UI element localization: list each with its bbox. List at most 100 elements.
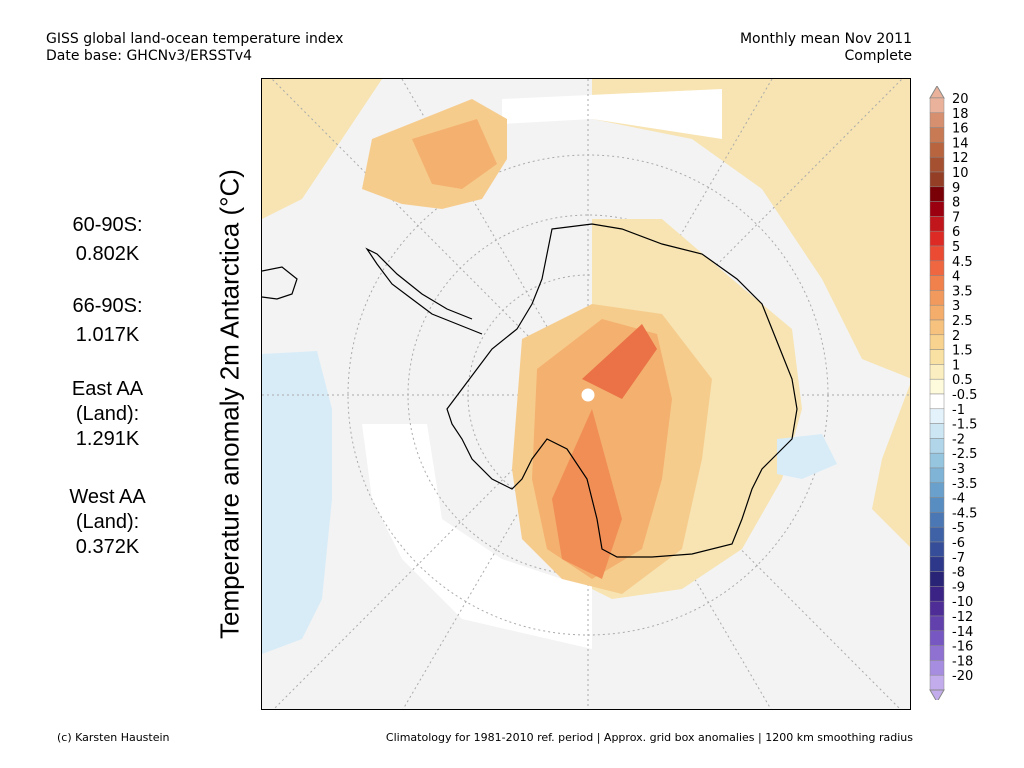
- y-axis-label: Temperature anomaly 2m Antarctica (°C): [214, 169, 245, 639]
- colorbar-label: 3.5: [952, 284, 973, 299]
- colorbar-label: -4.5: [952, 506, 977, 521]
- colorbar-label: -3.5: [952, 477, 977, 492]
- colorbar-swatch: [929, 156, 945, 173]
- stat-label: 60-90S:: [72, 214, 143, 236]
- colorbar-label: -6: [952, 536, 965, 551]
- stat-value: 0.802K: [75, 243, 140, 265]
- antarctica-coastline: [446, 223, 798, 558]
- stat-east-aa: East AA (Land): 1.291K: [45, 377, 170, 452]
- colorbar-label: -12: [952, 610, 973, 625]
- colorbar-swatch: [929, 186, 945, 202]
- colorbar-label: 18: [952, 107, 969, 122]
- colorbar-swatch: [929, 319, 945, 336]
- colorbar-swatch: [929, 245, 945, 262]
- anomaly-hot-peninsula-ocean: [412, 119, 497, 189]
- colorbar-swatch: [929, 630, 945, 646]
- colorbar-label: -2.5: [952, 447, 977, 462]
- colorbar-label: 4.5: [952, 255, 973, 270]
- anomaly-core-hot: [582, 324, 657, 399]
- south-america-coastline: [262, 266, 298, 300]
- status-label: Complete: [844, 48, 912, 64]
- colorbar-label: 3: [952, 299, 960, 314]
- colorbar-swatch: [929, 393, 945, 410]
- colorbar-swatch: [929, 112, 945, 128]
- stat-value: 1.291K: [75, 428, 140, 450]
- colorbar-swatch: [929, 275, 945, 291]
- colorbar-swatch: [929, 364, 945, 380]
- colorbar-swatch: [929, 97, 945, 114]
- colorbar-label: -18: [952, 654, 973, 669]
- colorbar-top-arrow: [929, 85, 945, 99]
- colorbar-swatch: [929, 378, 945, 395]
- colorbar-bottom-arrow: [929, 689, 945, 703]
- colorbar-swatch: [929, 201, 945, 217]
- colorbar-swatch: [929, 290, 945, 306]
- colorbar-swatch: [929, 586, 945, 602]
- antarctic-peninsula-coastline: [365, 247, 483, 335]
- south-pole-marker: [581, 388, 595, 402]
- colorbar-label: 2.5: [952, 314, 973, 329]
- colorbar-label: 1.5: [952, 344, 973, 359]
- missing-data-north: [502, 89, 722, 139]
- colorbar-label: -7: [952, 551, 965, 566]
- colorbar-swatch: [929, 660, 945, 676]
- colorbar-label: -8: [952, 566, 965, 581]
- colorbar-label: 6: [952, 225, 960, 240]
- credit-text: (c) Karsten Haustein: [57, 731, 170, 744]
- colorbar-label: -14: [952, 625, 973, 640]
- colorbar-label: 7: [952, 210, 960, 225]
- database-label: Date base: GHCNv3/ERSSTv4: [46, 48, 253, 64]
- colorbar-swatch: [929, 230, 945, 247]
- colorbar-label: 4: [952, 270, 960, 285]
- colorbar-swatch: [929, 497, 945, 513]
- colorbar-label: 8: [952, 196, 960, 211]
- colorbar-swatch: [929, 645, 945, 661]
- stat-label: East AA: [71, 378, 144, 400]
- stat-value: 1.017K: [75, 324, 140, 346]
- colorbar-swatch: [929, 526, 945, 543]
- colorbar-label: 9: [952, 181, 960, 196]
- colorbar-legend: 20 18 16 14 12 10 9 8 7 6 5 4.5 4 3.5 3 2.5 2 1.5 1 0.5 -0.5…: [928, 85, 1024, 703]
- missing-data-southwest: [362, 424, 592, 649]
- stat-60-90s: 60-90S: 0.802K: [45, 213, 170, 267]
- colorbar-swatch: [929, 452, 945, 469]
- map-header-right: Monthly mean Nov 2011 Complete: [740, 31, 912, 65]
- colorbar-swatch: [929, 260, 945, 276]
- colorbar-swatch: [929, 482, 945, 498]
- anomaly-right-edge: [872, 384, 910, 547]
- colorbar-label: 10: [952, 166, 969, 181]
- period-label: Monthly mean Nov 2011: [739, 31, 912, 47]
- colorbar-label: 5: [952, 240, 960, 255]
- colorbar-label: 20: [952, 92, 969, 107]
- anomaly-cool-west: [262, 351, 332, 654]
- antarctica-anomaly-map: [261, 78, 911, 710]
- stat-label-2: (Land):: [75, 511, 140, 533]
- colorbar-swatch: [929, 541, 945, 558]
- colorbar-swatch: [929, 674, 945, 691]
- colorbar-label: -10: [952, 595, 973, 610]
- colorbar-label: -1: [952, 403, 965, 418]
- colorbar-swatch: [929, 127, 945, 143]
- colorbar-swatch: [929, 142, 945, 158]
- stat-west-aa: West AA (Land): 0.372K: [45, 485, 170, 560]
- stat-value: 0.372K: [75, 536, 140, 558]
- stat-label: 66-90S:: [72, 295, 143, 317]
- colorbar-swatch: [929, 304, 945, 321]
- anomaly-top-left: [262, 79, 382, 219]
- colorbar-swatch: [929, 408, 945, 424]
- colorbar-swatch: [929, 571, 945, 587]
- colorbar-swatch: [929, 349, 945, 365]
- colorbar-swatch: [929, 467, 945, 484]
- stat-label-2: (Land):: [75, 403, 140, 425]
- colorbar-label: -3: [952, 462, 965, 477]
- colorbar-label: 16: [952, 122, 969, 137]
- map-header-left: GISS global land-ocean temperature index…: [46, 31, 343, 65]
- colorbar-swatch: [929, 334, 945, 350]
- colorbar-swatch: [929, 423, 945, 439]
- colorbar-label: -2: [952, 432, 965, 447]
- colorbar-swatch: [929, 600, 945, 617]
- colorbar-swatch: [929, 615, 945, 632]
- anomaly-sector-hot: [552, 409, 622, 579]
- colorbar-swatch: [929, 171, 945, 188]
- colorbar-label: -4: [952, 492, 965, 507]
